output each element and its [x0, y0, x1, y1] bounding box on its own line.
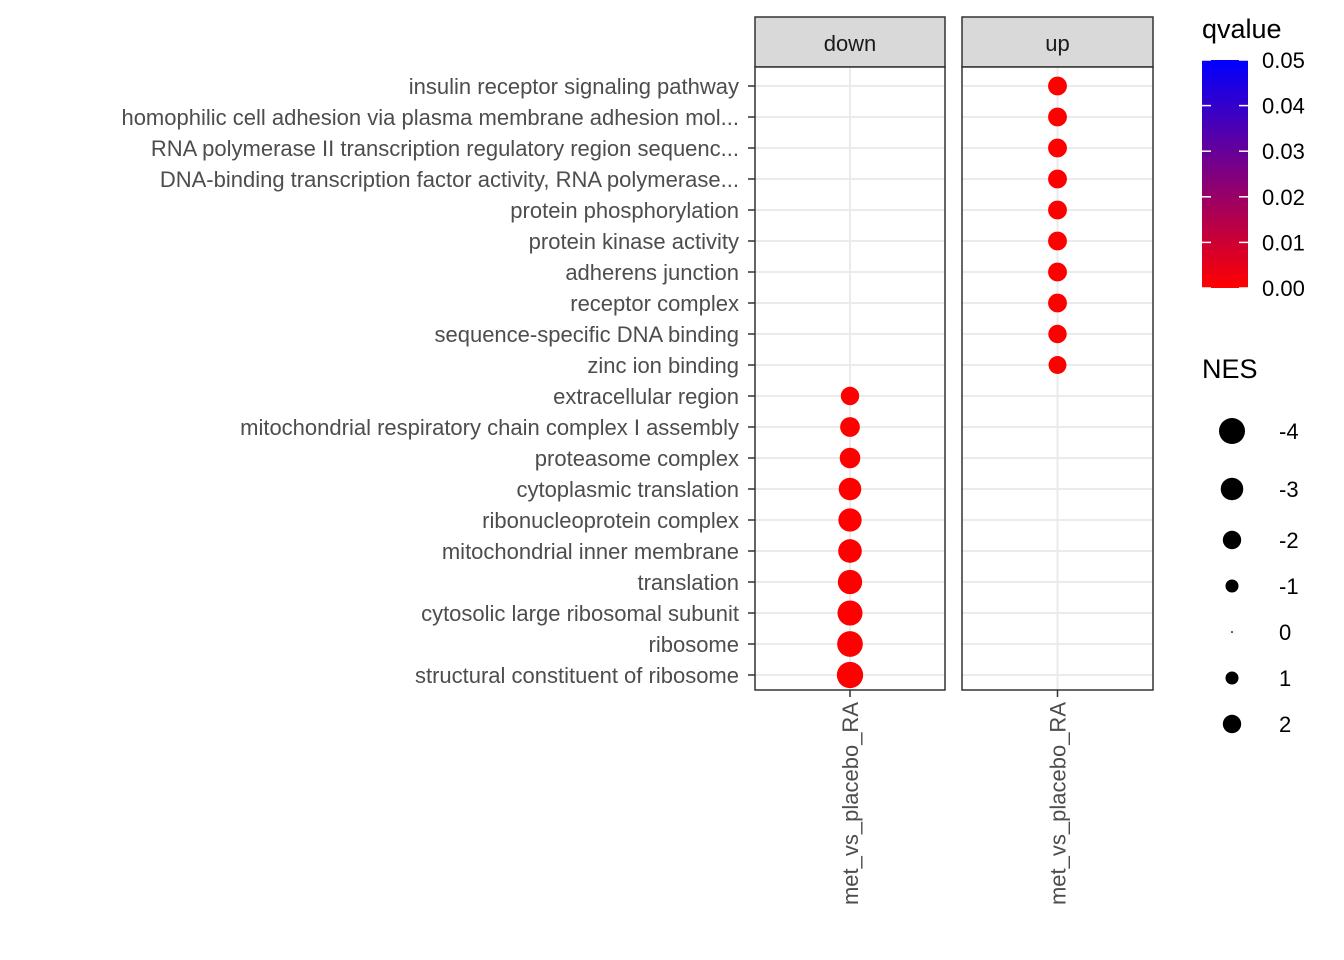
data-point — [840, 417, 860, 437]
data-point — [837, 600, 863, 626]
nes-legend: NES -4 -3 -2 -1 0 1 2 — [1202, 354, 1299, 737]
y-tick-label: zinc ion binding — [587, 353, 739, 378]
y-tick-label: proteasome complex — [535, 446, 739, 471]
qvalue-legend-ticks: 0.05 0.04 0.03 0.02 0.01 0.00 — [1202, 48, 1305, 301]
data-point — [838, 508, 862, 532]
data-point — [1048, 356, 1067, 374]
facet-strip-label: up — [1045, 31, 1069, 56]
y-tick-label: adherens junction — [565, 260, 739, 285]
size-legend-label: 2 — [1279, 712, 1291, 737]
size-legend-label: 0 — [1279, 620, 1291, 645]
size-legend-label: 1 — [1279, 666, 1291, 691]
size-legend-key — [1225, 579, 1239, 593]
qvalue-colorbar — [1202, 60, 1248, 288]
y-tick-label: ribonucleoprotein complex — [482, 508, 739, 533]
size-legend-label: -2 — [1279, 528, 1299, 553]
data-point — [1048, 107, 1067, 127]
size-legend-label: -3 — [1279, 477, 1299, 502]
y-tick-label: mitochondrial inner membrane — [442, 539, 739, 564]
data-point — [1048, 262, 1067, 282]
data-point — [838, 477, 862, 501]
size-legend-key — [1218, 417, 1246, 445]
data-point — [1048, 138, 1067, 158]
data-point — [1048, 169, 1067, 189]
data-point — [836, 661, 864, 689]
y-tick-label: homophilic cell adhesion via plasma memb… — [121, 105, 739, 130]
data-point — [838, 539, 862, 563]
data-point — [1048, 200, 1067, 220]
x-tick-label: met_vs_placebo_RA — [1046, 702, 1071, 905]
data-point — [1048, 324, 1067, 344]
y-tick-label: cytosolic large ribosomal subunit — [421, 601, 739, 626]
nes-legend-entries: -4 -3 -2 -1 0 1 2 — [1218, 417, 1299, 737]
data-point — [840, 386, 860, 406]
y-tick-label: extracellular region — [553, 384, 739, 409]
colorbar-tick-label: 0.02 — [1262, 185, 1305, 210]
size-legend-key — [1225, 671, 1239, 685]
x-tick-label: met_vs_placebo_RA — [838, 702, 863, 905]
facet-panel-down: down — [754, 16, 946, 697]
facet-strip-up — [961, 16, 1154, 68]
data-point — [1048, 231, 1067, 251]
y-tick-label: translation — [637, 570, 739, 595]
size-legend-key — [1222, 530, 1242, 550]
data-point — [1048, 293, 1067, 313]
facet-panel-up: up — [961, 16, 1154, 697]
data-point — [837, 631, 863, 657]
colorbar-tick-label: 0.00 — [1262, 276, 1305, 301]
data-point — [1048, 76, 1067, 96]
facet-strip-label: down — [824, 31, 877, 56]
y-tick-label: protein kinase activity — [529, 229, 739, 254]
y-tick-label: RNA polymerase II transcription regulato… — [151, 136, 739, 161]
size-legend-key — [1231, 631, 1233, 633]
x-axis-labels: met_vs_placebo_RA met_vs_placebo_RA — [838, 702, 1071, 905]
y-tick-label: cytoplasmic translation — [516, 477, 739, 502]
y-tick-label: DNA-binding transcription factor activit… — [160, 167, 739, 192]
data-point — [839, 447, 861, 469]
nes-legend-title: NES — [1202, 354, 1258, 384]
colorbar-tick-label: 0.05 — [1262, 48, 1305, 73]
size-legend-label: -4 — [1279, 419, 1299, 444]
y-axis-labels: insulin receptor signaling pathway homoph… — [121, 74, 755, 688]
data-point — [837, 569, 863, 595]
facet-strip-down — [754, 16, 946, 68]
colorbar-tick-label: 0.01 — [1262, 230, 1305, 255]
y-tick-label: insulin receptor signaling pathway — [409, 74, 739, 99]
panels: down up — [754, 16, 1154, 697]
y-tick-label: mitochondrial respiratory chain complex … — [240, 415, 739, 440]
qvalue-legend: qvalue 0.05 0.04 0.03 0.02 0.01 0.00 — [1202, 14, 1305, 301]
y-tick-label: ribosome — [649, 632, 739, 657]
y-tick-label: receptor complex — [570, 291, 739, 316]
colorbar-tick-label: 0.03 — [1262, 139, 1305, 164]
colorbar-tick-label: 0.04 — [1262, 94, 1305, 119]
size-legend-key — [1220, 477, 1244, 501]
y-tick-label: sequence-specific DNA binding — [434, 322, 739, 347]
y-tick-label: protein phosphorylation — [510, 198, 739, 223]
y-tick-label: structural constituent of ribosome — [415, 663, 739, 688]
size-legend-key — [1222, 714, 1242, 734]
size-legend-label: -1 — [1279, 574, 1299, 599]
qvalue-legend-title: qvalue — [1202, 14, 1282, 44]
